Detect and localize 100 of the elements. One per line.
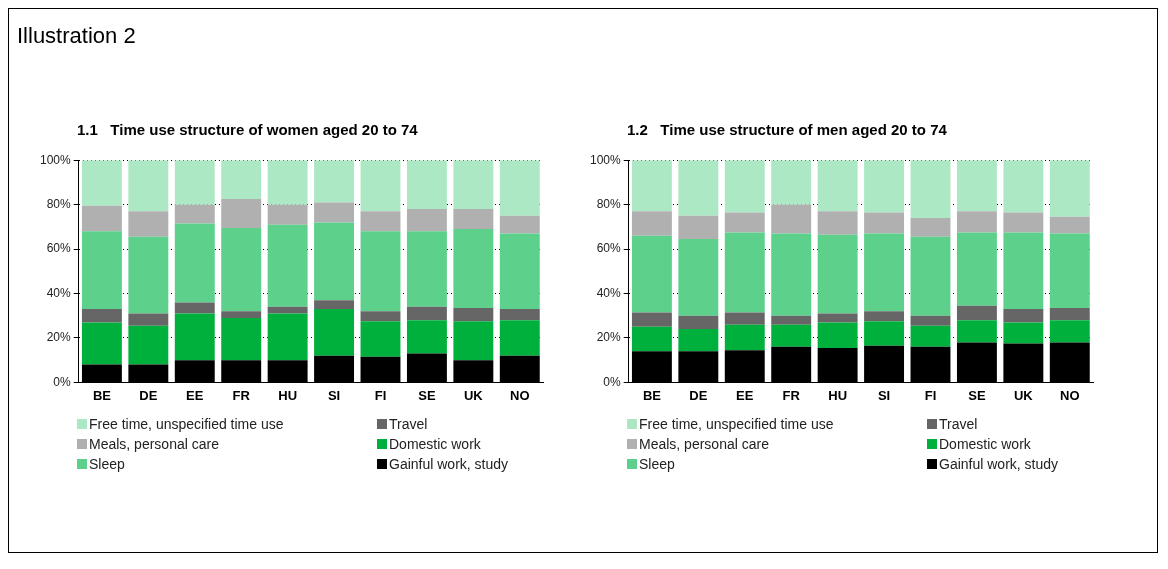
bar xyxy=(174,160,215,205)
bar xyxy=(817,322,858,348)
y-tick-label: 60% xyxy=(46,241,72,256)
bar xyxy=(406,209,447,232)
bar xyxy=(631,160,672,212)
x-tick-label: NO xyxy=(510,387,530,403)
bar xyxy=(771,204,812,234)
bar xyxy=(817,313,858,323)
bar xyxy=(631,326,672,352)
bar xyxy=(267,313,308,361)
bar xyxy=(81,322,122,365)
x-tick-label: BE xyxy=(642,387,662,403)
bar xyxy=(406,320,447,354)
bar xyxy=(174,313,215,361)
bar xyxy=(267,224,308,307)
bar xyxy=(499,233,540,310)
bar xyxy=(221,227,262,312)
legend-label: Domestic work xyxy=(389,436,481,452)
y-tick-label: 100% xyxy=(589,152,622,167)
bar xyxy=(360,231,401,312)
bar xyxy=(724,324,765,351)
bar xyxy=(221,311,262,318)
bar xyxy=(631,211,672,236)
legend-label: Travel xyxy=(939,416,978,432)
bar xyxy=(453,160,494,210)
chart-title: 1.1 Time use structure of women aged 20 to 74 xyxy=(77,121,419,138)
bar xyxy=(631,312,672,327)
x-tick-label: NO xyxy=(1060,387,1080,403)
bar xyxy=(956,232,997,306)
bar xyxy=(499,320,540,356)
bar xyxy=(406,231,447,307)
bar xyxy=(678,160,719,216)
bar xyxy=(174,302,215,314)
legend-label: Gainful work, study xyxy=(389,456,509,472)
y-tick-label: 80% xyxy=(596,196,622,211)
bar xyxy=(406,160,447,210)
y-tick-label: 80% xyxy=(46,196,72,211)
bar xyxy=(453,321,494,361)
y-tick-label: 40% xyxy=(596,285,622,300)
x-tick-label: DE xyxy=(139,387,158,403)
bar xyxy=(267,160,308,205)
bar xyxy=(267,204,308,225)
bar xyxy=(771,160,812,205)
bar xyxy=(360,211,401,232)
bar xyxy=(678,215,719,240)
bar xyxy=(453,307,494,322)
bar xyxy=(817,160,858,212)
legend-label: Meals, personal care xyxy=(639,436,769,452)
bar xyxy=(1003,322,1044,344)
x-tick-label: SI xyxy=(327,387,341,403)
bar xyxy=(864,311,905,322)
bar xyxy=(678,329,719,352)
x-tick-label: EE xyxy=(736,387,754,403)
bar xyxy=(864,160,905,213)
x-tick-label: FI xyxy=(924,387,937,403)
bar xyxy=(314,160,355,203)
legend-label: Meals, personal care xyxy=(89,436,219,452)
bar xyxy=(724,312,765,325)
x-tick-label: DE xyxy=(689,387,708,403)
bar xyxy=(1049,233,1090,308)
y-tick-label: 20% xyxy=(596,330,622,345)
bar xyxy=(499,309,540,321)
bar xyxy=(1049,320,1090,343)
bar xyxy=(956,211,997,233)
bar xyxy=(128,313,169,326)
x-tick-label: FR xyxy=(782,387,801,403)
x-tick-label: SE xyxy=(418,387,436,403)
bar xyxy=(1003,232,1044,310)
bar xyxy=(314,309,355,356)
bar xyxy=(678,239,719,316)
legend-label: Gainful work, study xyxy=(939,456,1059,472)
x-tick-label: EE xyxy=(186,387,204,403)
bar xyxy=(631,235,672,313)
bar xyxy=(221,160,262,200)
bar xyxy=(864,212,905,234)
bar xyxy=(174,204,215,224)
x-tick-label: UK xyxy=(1013,387,1034,403)
x-tick-label: UK xyxy=(463,387,484,403)
y-tick-label: 0% xyxy=(53,374,72,389)
bar xyxy=(910,217,951,237)
bar xyxy=(360,160,401,212)
bar xyxy=(221,199,262,228)
bar xyxy=(128,236,169,314)
bar xyxy=(724,160,765,213)
y-tick-label: 60% xyxy=(596,241,622,256)
bar xyxy=(453,229,494,308)
x-tick-label: SI xyxy=(877,387,891,403)
x-tick-label: HU xyxy=(278,387,298,403)
x-tick-label: SE xyxy=(968,387,986,403)
bar xyxy=(81,160,122,206)
bar xyxy=(910,160,951,218)
bar xyxy=(267,306,308,314)
bar xyxy=(864,321,905,346)
bar xyxy=(221,317,262,361)
bar xyxy=(910,315,951,326)
bar xyxy=(499,215,540,234)
bar xyxy=(771,324,812,347)
legend-label: Free time, unspecified time use xyxy=(89,416,284,432)
y-tick-label: 0% xyxy=(603,374,622,389)
chart-title: 1.2 Time use structure of men aged 20 to 74 xyxy=(627,121,948,138)
